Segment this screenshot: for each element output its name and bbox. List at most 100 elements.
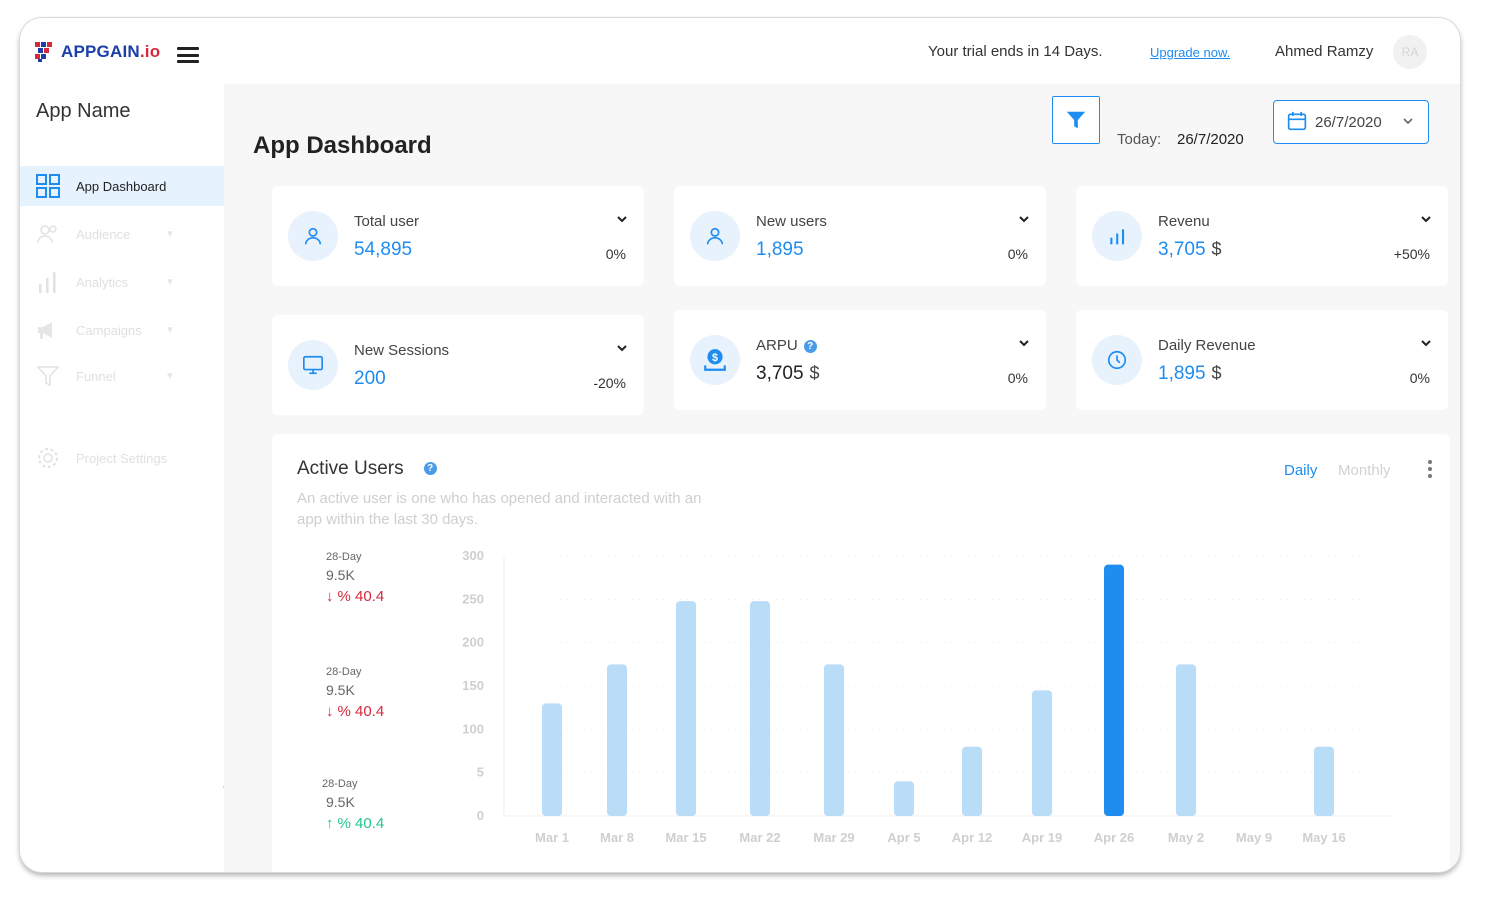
user-icon: [690, 211, 740, 261]
chevron-down-icon[interactable]: [1421, 216, 1431, 224]
y-tick-label: 300: [462, 548, 484, 563]
sidebar-item-analytics[interactable]: Analytics ▼: [20, 262, 224, 302]
main-content: App Dashboard Today: 26/7/2020 26/7/2020: [224, 84, 1460, 872]
chevron-down-icon[interactable]: [1421, 340, 1431, 348]
stat-value: 9.5K: [326, 567, 355, 583]
top-bar: APPGAIN.io Your trial ends in 14 Days. U…: [20, 18, 1460, 84]
stat-card-revenu[interactable]: Revenu 3,705 $ +50%: [1076, 186, 1448, 286]
arrow-up-icon: ↑: [326, 815, 334, 832]
stat-card-daily-revenue[interactable]: Daily Revenue 1,895 $ 0%: [1076, 310, 1448, 410]
chart-bar: [607, 664, 627, 816]
menu-icon[interactable]: [177, 47, 199, 63]
chevron-down-icon[interactable]: [1019, 340, 1029, 348]
x-tick-label: May 2: [1168, 830, 1204, 845]
y-tick-label: 250: [462, 591, 484, 606]
help-icon[interactable]: ?: [423, 462, 437, 476]
stat-period: 28-Day: [326, 551, 362, 563]
stat-value: 9.5K: [326, 682, 355, 698]
stat-card-arpu[interactable]: $ ARPU? 3,705 $ 0%: [674, 310, 1046, 410]
y-tick-label: 200: [462, 635, 484, 650]
chart-bar: [1032, 690, 1052, 816]
filter-button[interactable]: [1052, 96, 1100, 144]
card-change: +50%: [1393, 246, 1430, 262]
appgain-logo[interactable]: APPGAIN.io: [35, 42, 160, 62]
sidebar-item-label: Campaigns: [76, 322, 142, 338]
app-window: APPGAIN.io Your trial ends in 14 Days. U…: [20, 18, 1460, 872]
stat-block: 28-Day 9.5K ↓% 40.4: [326, 666, 384, 720]
bar-chart-icon: [1092, 211, 1142, 261]
active-users-card: Active Users? An active user is one who …: [272, 434, 1450, 872]
sidebar-item-app-dashboard[interactable]: App Dashboard: [20, 166, 224, 206]
x-tick-label: Apr 12: [952, 830, 992, 845]
tab-daily[interactable]: Daily: [1284, 462, 1318, 479]
x-tick-label: May 16: [1302, 830, 1345, 845]
upgrade-link[interactable]: Upgrade now.: [1150, 45, 1231, 60]
x-tick-label: Apr 5: [887, 830, 920, 845]
chevron-down-icon: [1403, 118, 1413, 125]
stat-card-new-users[interactable]: New users 1,895 0%: [674, 186, 1046, 286]
active-users-bar-chart: 0 5 100 150 200 250 300 Mar 1 Mar 8 Mar 15 Mar 22 M…: [462, 548, 1392, 845]
card-change: 0%: [1007, 246, 1028, 262]
help-icon[interactable]: ?: [803, 339, 817, 353]
users-icon: [37, 225, 57, 244]
section-description: An active user is one who has opened and…: [297, 490, 702, 528]
y-tick-label: 100: [462, 721, 484, 736]
chevron-down-icon[interactable]: [1019, 216, 1029, 224]
money-icon: $: [690, 335, 740, 385]
funnel-icon: [1066, 111, 1086, 129]
card-title: New users: [756, 213, 827, 230]
chevron-down-icon[interactable]: [617, 345, 627, 353]
chart-bar: [542, 703, 562, 816]
date-value: 26/7/2020: [1315, 114, 1382, 131]
card-title: Total user: [354, 213, 420, 230]
y-tick-label: 150: [462, 678, 484, 693]
stat-change: ↑% 40.4: [326, 815, 385, 832]
sidebar-item-audience[interactable]: Audience ▼: [20, 214, 224, 254]
card-change: -20%: [593, 375, 626, 391]
date-picker[interactable]: 26/7/2020: [1273, 100, 1429, 144]
arrow-down-icon: ↓: [326, 703, 334, 720]
stat-change: ↓% 40.4: [326, 588, 385, 605]
gear-icon: [38, 448, 58, 468]
avatar[interactable]: RA: [1393, 35, 1427, 69]
chevron-down-icon: ▼: [165, 370, 175, 382]
stat-card-total-user[interactable]: Total user 54,895 0%: [272, 186, 644, 286]
card-value: 54,895: [354, 239, 413, 260]
chart-bar: [676, 601, 696, 816]
chart-bar: [824, 664, 844, 816]
card-value: 200: [354, 368, 386, 389]
sidebar: App Name App Dashboard Audience ▼: [20, 84, 224, 872]
sidebar-item-label: Analytics: [76, 274, 129, 290]
card-title: Daily Revenue: [1158, 337, 1256, 354]
x-tick-label: May 9: [1236, 830, 1272, 845]
grid-icon: [36, 174, 60, 198]
x-tick-label: Mar 29: [813, 830, 854, 845]
sidebar-item-project-settings[interactable]: Project Settings: [20, 438, 224, 478]
section-title: Active Users?: [297, 458, 437, 480]
sidebar-item-label: Project Settings: [76, 450, 168, 466]
chevron-down-icon: ▼: [165, 276, 175, 288]
calendar-icon: [1287, 111, 1307, 131]
svg-text:$: $: [712, 352, 718, 364]
stat-period: 28-Day: [326, 666, 362, 678]
sidebar-item-funnel[interactable]: Funnel ▼: [20, 356, 224, 396]
stat-card-new-sessions[interactable]: New Sessions 200 -20%: [272, 315, 644, 415]
tab-monthly[interactable]: Monthly: [1338, 462, 1391, 479]
y-tick-label: 0: [477, 808, 484, 823]
user-name[interactable]: Ahmed Ramzy: [1275, 43, 1374, 60]
card-change: 0%: [1409, 370, 1430, 386]
card-change: 0%: [605, 246, 626, 262]
stat-block: 28-Day 9.5K ↑% 40.4: [322, 778, 384, 832]
app-name: App Name: [36, 100, 131, 122]
today-value: 26/7/2020: [1177, 131, 1244, 148]
sidebar-item-label: Funnel: [76, 368, 116, 384]
card-value: 1,895 $: [1158, 363, 1222, 384]
megaphone-icon: [38, 322, 52, 339]
chevron-down-icon[interactable]: [617, 216, 627, 224]
monitor-icon: [288, 340, 338, 390]
arrow-down-icon: ↓: [326, 588, 334, 605]
sidebar-item-campaigns[interactable]: Campaigns ▼: [20, 310, 224, 350]
stat-block: 28-Day 9.5K ↓% 40.4: [326, 551, 384, 605]
funnel-icon: [36, 366, 60, 387]
more-options-icon[interactable]: [1427, 460, 1433, 480]
